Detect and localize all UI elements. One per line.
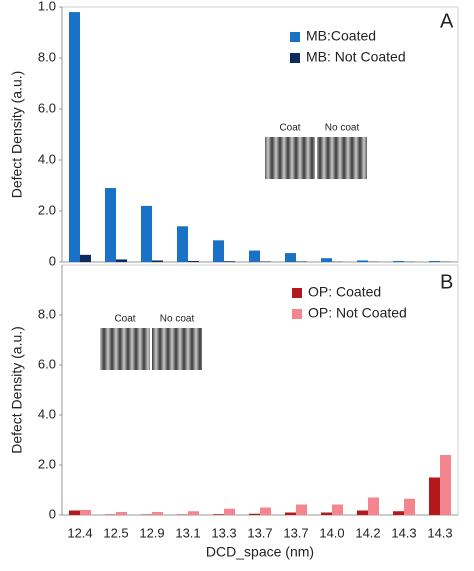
bar [393,511,404,515]
inset-image [317,137,367,179]
legend-label: MB: Not Coated [306,49,406,65]
bar [296,261,307,262]
x-tick-label: 12.4 [67,525,92,540]
x-tick-label: 14.3 [391,525,416,540]
x-tick-label: 13.1 [175,525,200,540]
y-tick-label: 4.0 [38,406,56,421]
bar [404,498,415,515]
legend-label: OP: Not Coated [308,305,407,321]
bar [152,512,163,515]
y-tick-label: 8.0 [38,49,56,64]
bar [224,508,235,515]
inset-image [265,137,315,179]
y-tick-label: 6.0 [38,100,56,115]
bar [440,455,451,515]
bar [260,507,271,515]
bar [332,504,343,515]
bar [368,497,379,515]
bar [249,250,260,262]
legend-swatch [290,53,300,63]
panel-label: A [440,10,454,32]
inset-image [100,328,150,370]
bar [285,253,296,262]
legend-swatch [292,309,302,319]
x-tick-label: 13.7 [283,525,308,540]
bar [296,504,307,515]
bar [260,261,271,262]
y-tick-label: 0 [49,253,56,268]
bar [69,12,80,262]
bar [224,261,235,262]
bar [321,512,332,515]
inset-label: Coat [114,314,135,325]
bar [188,511,199,515]
panel-label: B [440,271,453,293]
x-tick-label: 13.7 [247,525,272,540]
legend-label: MB:Coated [306,28,376,44]
bar [80,510,91,515]
bar [177,226,188,262]
bar [188,260,199,262]
y-tick-label: 2.0 [38,202,56,217]
y-tick-label: 6.0 [38,356,56,371]
plot-frame [61,6,459,263]
y-tick-label: 0 [49,506,56,521]
legend-swatch [290,32,300,42]
bar [357,260,368,262]
bar [116,512,127,515]
y-tick-label: 8.0 [38,306,56,321]
bar [429,260,440,262]
y-axis-label: Defect Density (a.u.) [9,326,25,454]
plot-frame [61,264,459,516]
x-tick-label: 14.2 [355,525,380,540]
bar [393,260,404,262]
inset-label: Coat [279,123,300,134]
y-tick-label: 4.0 [38,151,56,166]
bar [141,514,152,515]
bar [69,510,80,515]
inset-label: No coat [160,314,195,325]
bar [105,188,116,262]
bar [321,258,332,262]
y-tick-label: 2.0 [38,456,56,471]
x-tick-label: 14.3 [427,525,452,540]
bar [213,514,224,515]
bar [429,477,440,515]
bar [213,240,224,262]
bar [141,205,152,262]
legend-label: OP: Coated [308,284,381,300]
x-axis-label: DCD_space (nm) [206,544,314,560]
bar [105,514,116,515]
bar [152,260,163,262]
inset-label: No coat [325,123,360,134]
bar [285,512,296,515]
legend-swatch [292,288,302,298]
bar [177,514,188,515]
y-axis-label: Defect Density (a.u.) [9,71,25,199]
bar [357,510,368,515]
bar [116,259,127,262]
x-tick-label: 12.9 [139,525,164,540]
inset-image [152,328,202,370]
y-tick-label: 1.0 [38,0,56,13]
bar [80,254,91,262]
x-tick-label: 14.0 [319,525,344,540]
bar [249,513,260,515]
x-tick-label: 12.5 [103,525,128,540]
x-tick-label: 13.3 [211,525,236,540]
